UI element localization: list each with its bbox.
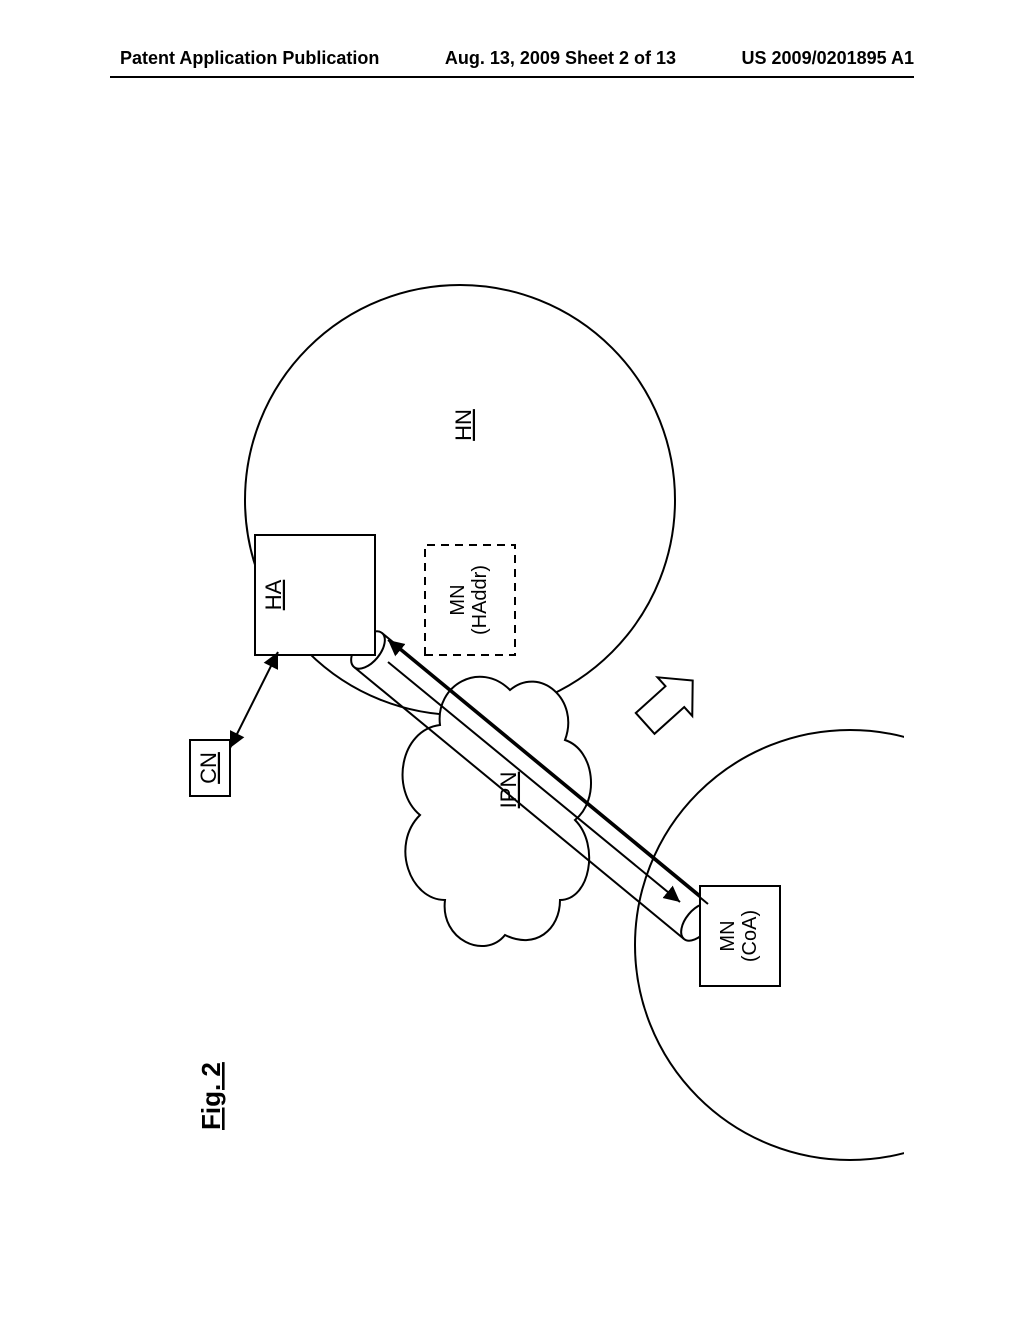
figure-container: CNHAMN(HAddr)MN(CoA)HNFNIPNFig. 2 [120,120,904,1200]
svg-text:HA: HA [261,579,286,610]
figure-svg: CNHAMN(HAddr)MN(CoA)HNFNIPNFig. 2 [120,120,904,1200]
header-left: Patent Application Publication [120,48,379,69]
svg-text:IPN: IPN [496,772,521,809]
svg-text:CN: CN [196,752,221,784]
header-right: US 2009/0201895 A1 [742,48,914,69]
page-header: Patent Application Publication Aug. 13, … [0,48,1024,69]
header-rule [110,76,914,78]
page: Patent Application Publication Aug. 13, … [0,0,1024,1320]
header-center: Aug. 13, 2009 Sheet 2 of 13 [445,48,676,69]
svg-text:HN: HN [451,409,476,441]
svg-text:Fig. 2: Fig. 2 [196,1062,226,1130]
